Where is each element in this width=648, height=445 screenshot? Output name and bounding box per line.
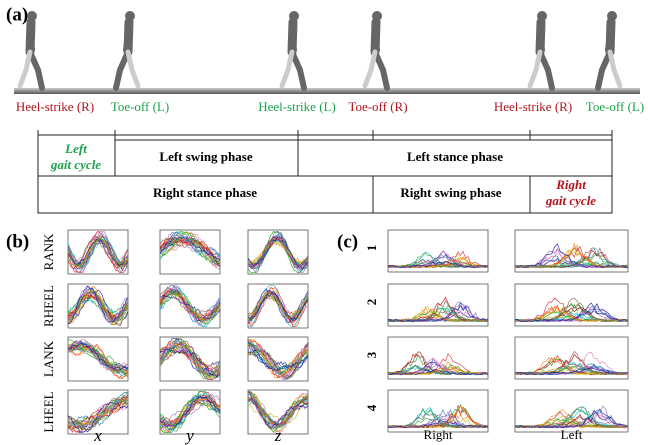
walker: [530, 11, 552, 88]
walker: [116, 11, 138, 88]
row-label: 4: [364, 404, 379, 411]
axis-label: z: [274, 426, 282, 445]
phase-label: Right: [555, 177, 586, 192]
leg: [530, 52, 540, 86]
timeline: [38, 130, 612, 213]
panel-label: (c): [337, 231, 358, 252]
row-label: RANK: [41, 233, 56, 270]
event-label: Heel-strike (R): [494, 99, 572, 114]
walker: [598, 11, 620, 88]
column-label: Left: [561, 427, 583, 442]
panel-label: (a): [6, 4, 28, 25]
leg: [365, 52, 375, 86]
phase-label: Right stance phase: [153, 185, 257, 200]
phase-label: Left: [64, 141, 87, 156]
figure: (a) Left gait cycle Left swing phase Lef…: [0, 0, 648, 445]
row-label: 1: [364, 245, 379, 252]
phase-label: Left swing phase: [159, 149, 252, 164]
phase-label: Right swing phase: [400, 185, 501, 200]
plots: [68, 230, 628, 434]
leg: [30, 52, 42, 88]
event-label: Toe-off (L): [111, 99, 169, 114]
phase-label: gait cycle: [545, 193, 596, 208]
event-label: Heel-strike (L): [258, 99, 336, 114]
phase-label: gait cycle: [50, 157, 101, 172]
leg: [598, 52, 610, 88]
row-label: LHEEL: [41, 391, 56, 432]
walkers: [20, 11, 620, 88]
column-label: Right: [424, 427, 453, 442]
leg: [20, 52, 30, 86]
row-label: RHEEL: [41, 285, 56, 327]
leg: [610, 52, 620, 86]
ground: [14, 88, 640, 94]
event-label: Toe-off (R): [348, 99, 407, 114]
leg: [116, 52, 128, 88]
phase-label: Left stance phase: [407, 149, 503, 164]
axis-label: x: [93, 426, 102, 445]
leg: [282, 52, 292, 86]
event-label: Toe-off (L): [586, 99, 644, 114]
row-label: LANK: [41, 340, 56, 377]
leg: [292, 52, 304, 88]
leg: [375, 52, 387, 88]
event-label: Heel-strike (R): [16, 99, 94, 114]
leg: [128, 52, 138, 86]
panel-label: (b): [6, 231, 29, 252]
row-label: 2: [364, 299, 379, 306]
leg: [540, 52, 552, 88]
walker: [282, 11, 304, 88]
row-label: 3: [364, 351, 379, 358]
axis-label: y: [184, 426, 194, 445]
walker: [365, 11, 387, 88]
